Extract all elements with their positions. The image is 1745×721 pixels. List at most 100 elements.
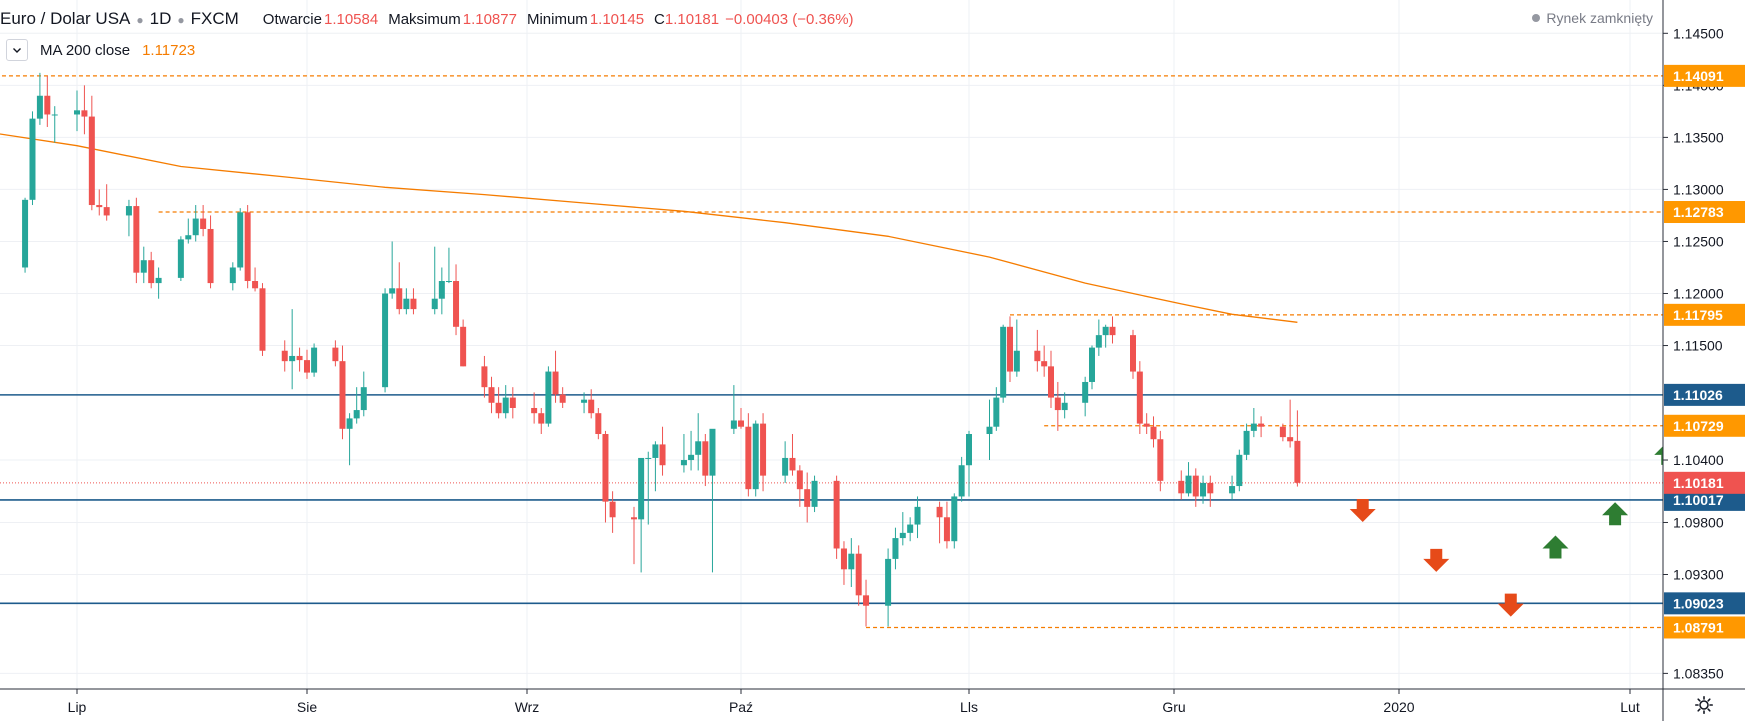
- candle[interactable]: [296, 347, 303, 372]
- last-price-tag[interactable]: 1.10181: [1664, 471, 1745, 494]
- candle[interactable]: [789, 434, 796, 476]
- candle[interactable]: [730, 385, 737, 435]
- candle[interactable]: [339, 345, 346, 440]
- candle[interactable]: [1095, 319, 1102, 356]
- level-price-tag[interactable]: 1.08791: [1664, 616, 1745, 639]
- candle[interactable]: [133, 197, 140, 284]
- candle[interactable]: [588, 389, 595, 419]
- candle[interactable]: [680, 434, 687, 473]
- candle[interactable]: [1157, 430, 1164, 492]
- candle[interactable]: [81, 85, 88, 135]
- candle[interactable]: [453, 264, 460, 336]
- candle[interactable]: [796, 465, 803, 507]
- candle[interactable]: [538, 407, 545, 435]
- candle[interactable]: [709, 428, 716, 573]
- candle[interactable]: [1250, 407, 1257, 438]
- candle[interactable]: [1000, 324, 1007, 403]
- candle[interactable]: [531, 392, 538, 424]
- candle[interactable]: [1034, 329, 1041, 372]
- candle[interactable]: [993, 387, 1000, 431]
- candle[interactable]: [760, 413, 767, 492]
- candle[interactable]: [1109, 316, 1116, 344]
- candle[interactable]: [200, 205, 207, 237]
- candle[interactable]: [177, 236, 184, 282]
- level-price-tag[interactable]: 1.14091: [1664, 64, 1745, 87]
- candle[interactable]: [645, 451, 652, 525]
- candle[interactable]: [332, 340, 339, 367]
- candle[interactable]: [1082, 376, 1089, 417]
- candle[interactable]: [559, 387, 566, 408]
- candle[interactable]: [863, 579, 870, 627]
- candle[interactable]: [304, 349, 310, 379]
- candle[interactable]: [659, 426, 666, 476]
- candle[interactable]: [44, 75, 51, 127]
- candle[interactable]: [804, 472, 811, 523]
- candle[interactable]: [552, 350, 559, 403]
- candle[interactable]: [403, 288, 410, 315]
- candle[interactable]: [140, 246, 147, 284]
- candle[interactable]: [1054, 381, 1061, 431]
- candle[interactable]: [936, 501, 943, 544]
- candle[interactable]: [1236, 449, 1243, 492]
- candle[interactable]: [410, 288, 417, 315]
- candle[interactable]: [155, 267, 162, 299]
- candle[interactable]: [509, 387, 516, 419]
- candle[interactable]: [702, 434, 709, 487]
- candle[interactable]: [833, 475, 840, 559]
- candle[interactable]: [1243, 423, 1250, 461]
- candle[interactable]: [652, 441, 659, 492]
- candle[interactable]: [688, 430, 695, 471]
- candle[interactable]: [855, 545, 862, 606]
- candle[interactable]: [438, 267, 445, 315]
- candle[interactable]: [1048, 350, 1054, 408]
- candle[interactable]: [125, 199, 132, 237]
- candle[interactable]: [695, 413, 702, 471]
- candle[interactable]: [346, 413, 353, 466]
- candle[interactable]: [1136, 361, 1143, 435]
- candle[interactable]: [396, 262, 403, 315]
- candle[interactable]: [1294, 410, 1301, 487]
- candle[interactable]: [252, 267, 259, 292]
- candle[interactable]: [1207, 475, 1214, 507]
- candle[interactable]: [29, 111, 36, 206]
- candle[interactable]: [1089, 345, 1095, 390]
- candle[interactable]: [22, 197, 29, 273]
- candle[interactable]: [389, 241, 396, 299]
- candle[interactable]: [96, 189, 103, 216]
- level-price-tag[interactable]: 1.10017: [1664, 488, 1745, 511]
- candle[interactable]: [907, 517, 914, 542]
- candle[interactable]: [848, 538, 855, 588]
- candle[interactable]: [502, 385, 509, 419]
- candle[interactable]: [966, 430, 972, 497]
- candle[interactable]: [460, 319, 467, 367]
- candle[interactable]: [782, 441, 789, 483]
- candle[interactable]: [495, 387, 502, 419]
- candle[interactable]: [745, 413, 752, 497]
- candle[interactable]: [36, 72, 43, 125]
- candle[interactable]: [1007, 316, 1013, 382]
- collapse-button[interactable]: [6, 39, 28, 61]
- candle[interactable]: [185, 218, 192, 244]
- candle[interactable]: [1185, 462, 1192, 497]
- level-price-tag[interactable]: 1.11026: [1664, 383, 1745, 406]
- candle[interactable]: [281, 340, 288, 372]
- candle[interactable]: [638, 457, 645, 573]
- candle[interactable]: [289, 309, 296, 390]
- indicator-label[interactable]: MA 200 close: [40, 41, 131, 59]
- candle[interactable]: [885, 548, 892, 627]
- candle[interactable]: [237, 208, 244, 271]
- candle[interactable]: [259, 283, 266, 356]
- symbol-title[interactable]: Euro / Dolar USA ● 1D ● FXCM: [0, 9, 239, 28]
- candle[interactable]: [914, 496, 921, 539]
- candle[interactable]: [382, 288, 389, 393]
- candle[interactable]: [1192, 468, 1199, 507]
- candle[interactable]: [609, 491, 616, 533]
- level-price-tag[interactable]: 1.09023: [1664, 592, 1745, 615]
- level-price-tag[interactable]: 1.10729: [1664, 414, 1745, 437]
- candle[interactable]: [431, 246, 438, 315]
- candle[interactable]: [958, 456, 965, 502]
- candle[interactable]: [595, 407, 602, 440]
- candle[interactable]: [1102, 324, 1109, 348]
- candle[interactable]: [1143, 413, 1150, 435]
